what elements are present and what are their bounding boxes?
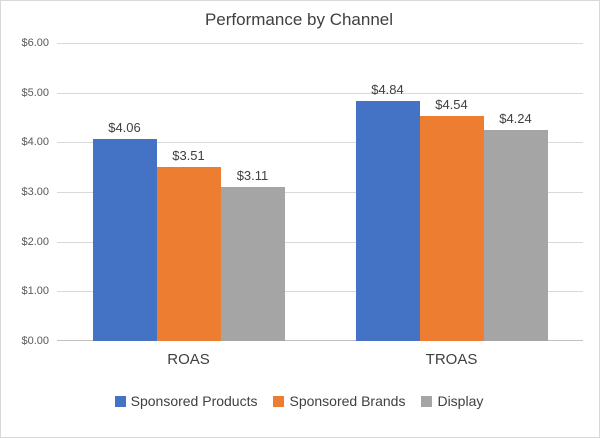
gridline xyxy=(57,192,583,193)
y-tick-label: $1.00 xyxy=(21,285,49,298)
bar-wrap: $4.54 xyxy=(419,43,484,341)
y-tick-label: $5.00 xyxy=(21,86,49,99)
legend-item-sponsored-brands: Sponsored Brands xyxy=(273,393,405,409)
legend-label: Sponsored Products xyxy=(130,393,258,409)
data-label: $4.06 xyxy=(108,120,141,136)
legend: Sponsored Products Sponsored Brands Displa… xyxy=(11,389,587,413)
chart-title: Performance by Channel xyxy=(204,10,394,29)
bar-group-troas: $4.84 $4.54 $4.24 xyxy=(320,43,583,341)
gridline xyxy=(57,92,583,94)
bar-sponsored-products-troas xyxy=(355,100,420,341)
gridline xyxy=(57,142,583,144)
y-tick-label: $6.00 xyxy=(21,37,49,49)
y-axis: $0.00 $1.00 $2.00 $3.00 $4.00 $5.00 $6.00 xyxy=(11,37,57,347)
legend-item-display: Display xyxy=(421,393,483,409)
y-tick-label: $2.00 xyxy=(21,235,49,248)
data-label: $4.54 xyxy=(435,96,468,112)
legend-item-sponsored-products: Sponsored Products xyxy=(114,393,258,409)
gridline xyxy=(57,291,583,293)
bar-wrap: $4.84 xyxy=(355,43,420,341)
gridline xyxy=(57,241,583,243)
category-label-troas: TROAS xyxy=(425,350,478,368)
x-axis-labels: ROAS TROAS xyxy=(11,341,587,377)
legend-swatch-icon xyxy=(421,395,433,407)
legend-swatch-icon xyxy=(273,395,285,407)
bar-wrap: $3.11 xyxy=(220,43,285,341)
legend-label: Display xyxy=(437,393,484,409)
bar-wrap: $4.06 xyxy=(92,43,157,341)
data-label: $3.11 xyxy=(236,167,269,183)
y-tick-label: $4.00 xyxy=(21,136,49,149)
data-label: $4.24 xyxy=(499,111,532,127)
legend-label: Sponsored Brands xyxy=(289,393,406,409)
y-tick-label: $3.00 xyxy=(21,186,49,198)
x-axis-line xyxy=(57,340,583,341)
gridline xyxy=(57,43,583,44)
bar-display-troas xyxy=(483,130,548,341)
bar-sponsored-brands-roas xyxy=(156,166,221,341)
plot-row: $0.00 $1.00 $2.00 $3.00 $4.00 $5.00 $6.00 $4.0… xyxy=(11,37,587,347)
bar-sponsored-products-roas xyxy=(92,139,157,341)
bar-groups: $4.06 $3.51 $3.11 $4.84 $4.54 $4.24 xyxy=(57,43,583,341)
bar-group-roas: $4.06 $3.51 $3.11 xyxy=(57,43,320,341)
data-label: $4.84 xyxy=(371,81,404,97)
bar-sponsored-brands-troas xyxy=(419,115,484,341)
data-label: $3.51 xyxy=(172,147,205,163)
plot-area: $4.06 $3.51 $3.11 $4.84 $4.54 $4.24 xyxy=(57,43,583,341)
bar-wrap: $4.24 xyxy=(483,43,548,341)
bar-display-roas xyxy=(220,186,285,341)
legend-swatch-icon xyxy=(114,395,126,407)
y-tick-label: $0.00 xyxy=(21,335,49,347)
bar-wrap: $3.51 xyxy=(156,43,221,341)
category-label-roas: ROAS xyxy=(167,350,210,368)
